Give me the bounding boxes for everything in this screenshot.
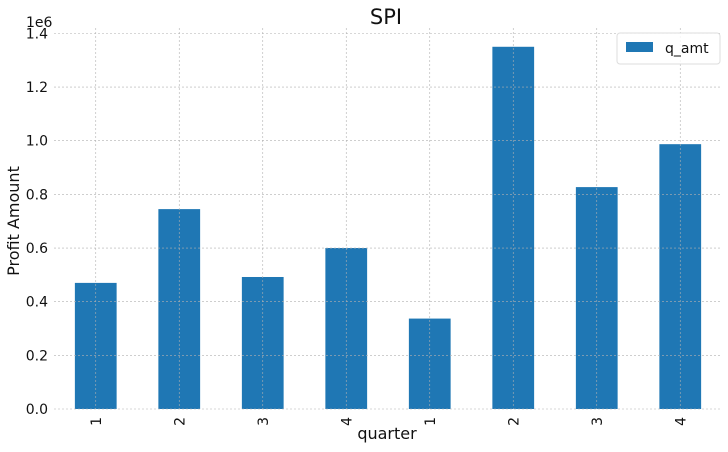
y-tick-label: 1.2 [26,80,48,96]
y-tick-label: 0.2 [26,348,48,364]
x-tick-label: 2 [506,417,522,426]
y-tick-label: 1.4 [26,26,48,42]
x-tick-label: 4 [339,417,355,426]
y-tick-label: 1.0 [26,134,48,150]
bar [241,276,284,409]
x-tick-label: 3 [256,417,272,426]
x-axis-label: quarter [357,424,417,443]
y-tick-label: 0.6 [26,241,48,257]
x-tick-label: 2 [172,417,188,426]
y-tick-labels: 0.0 0.2 0.4 0.6 0.8 1.0 1.2 1.4 [26,26,48,418]
x-tick-label: 4 [673,417,689,426]
y-axis-multiplier: 1e6 [26,15,53,31]
grid-lines [54,28,722,410]
bars [74,46,702,410]
x-tick-label: 1 [423,417,439,426]
legend-box [616,32,721,65]
y-tick-label: 0.4 [26,295,48,311]
y-axis-label: Profit Amount [4,166,23,276]
legend-swatch [626,42,653,52]
y-tick-label: 0.8 [26,187,48,203]
legend-label: q_amt [665,41,709,57]
x-tick-label: 1 [89,417,105,426]
chart-title: SPI [370,5,402,29]
x-tick-label: 3 [590,417,606,426]
x-tick-labels: 1 2 3 4 1 2 3 4 [89,417,690,426]
y-tick-label: 0.0 [26,402,48,418]
legend: q_amt [616,32,721,65]
